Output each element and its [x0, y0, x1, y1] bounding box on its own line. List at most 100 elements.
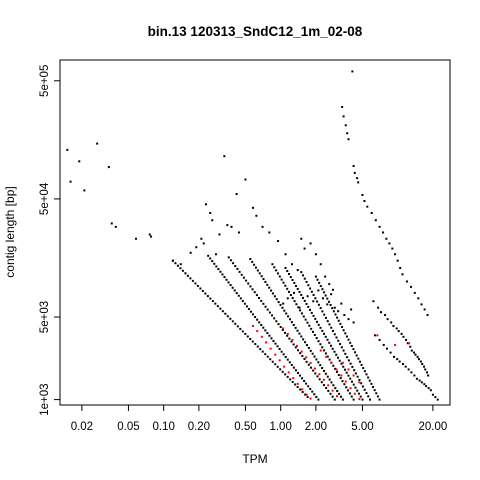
data-point — [281, 328, 284, 331]
data-point — [292, 323, 295, 326]
data-point — [284, 373, 287, 376]
data-point — [396, 259, 399, 262]
data-point — [226, 315, 229, 318]
data-point — [286, 334, 289, 337]
data-point — [335, 370, 338, 373]
data-point — [359, 395, 362, 398]
data-point — [338, 359, 341, 362]
data-point — [352, 398, 355, 401]
data-point — [273, 295, 276, 298]
data-point — [314, 297, 317, 300]
data-point — [325, 386, 328, 389]
data-point — [309, 308, 311, 311]
data-point — [377, 306, 380, 309]
data-point — [290, 321, 293, 324]
data-point — [289, 378, 292, 381]
data-point — [361, 398, 364, 401]
data-point — [243, 302, 246, 305]
data-point — [296, 385, 299, 388]
data-point — [306, 321, 309, 324]
data-point — [418, 379, 421, 382]
x-tick-label: 5.00 — [351, 421, 373, 433]
data-point — [276, 345, 279, 348]
data-point — [206, 295, 209, 298]
data-point — [305, 382, 308, 385]
data-point — [277, 323, 280, 326]
data-point — [300, 271, 303, 274]
data-point — [303, 357, 306, 360]
data-point — [283, 365, 286, 368]
y-tick-label: 1e+03 — [39, 383, 51, 415]
data-point — [341, 380, 344, 383]
data-point — [335, 353, 338, 356]
data-point — [254, 266, 257, 269]
data-point — [261, 225, 264, 228]
data-point — [309, 362, 312, 365]
data-point — [317, 361, 320, 364]
x-tick-label: 0.20 — [188, 421, 210, 433]
data-point — [268, 311, 271, 314]
data-point — [390, 321, 393, 324]
data-point — [312, 314, 315, 317]
data-point — [282, 327, 285, 330]
data-point — [322, 297, 324, 300]
data-point — [293, 281, 296, 284]
y-axis-label: contig length [bp] — [3, 186, 17, 277]
x-tick-label: 0.05 — [117, 421, 139, 433]
data-point — [286, 270, 289, 273]
data-point — [275, 269, 278, 272]
data-point — [329, 392, 332, 395]
data-point — [374, 334, 376, 337]
data-point — [288, 337, 291, 340]
data-point — [339, 343, 342, 346]
data-point — [347, 359, 350, 362]
data-point — [417, 358, 420, 361]
data-point — [304, 341, 307, 344]
data-point — [421, 363, 424, 366]
data-point — [309, 287, 312, 290]
data-point — [270, 289, 273, 292]
data-point — [392, 355, 395, 358]
data-point — [356, 375, 359, 378]
data-point — [219, 270, 222, 273]
data-point — [376, 395, 379, 398]
data-point — [363, 388, 366, 391]
data-point — [352, 374, 355, 377]
data-point — [311, 390, 314, 393]
data-point — [218, 233, 221, 236]
data-point — [256, 330, 259, 333]
data-point — [337, 339, 340, 342]
data-point — [278, 348, 281, 350]
data-point — [194, 282, 197, 285]
data-point — [333, 350, 336, 353]
data-point — [339, 377, 342, 380]
data-point — [333, 398, 336, 401]
data-point — [306, 295, 309, 298]
data-point — [303, 379, 306, 382]
data-point — [217, 268, 220, 271]
data-point — [239, 297, 242, 300]
data-point — [299, 388, 302, 391]
data-point — [352, 164, 355, 167]
data-point — [374, 219, 377, 222]
data-point — [110, 222, 113, 225]
data-point — [408, 342, 411, 345]
data-point — [354, 372, 357, 375]
data-point — [326, 375, 329, 378]
data-point — [318, 281, 321, 284]
data-point — [427, 387, 430, 390]
data-point — [266, 355, 269, 358]
data-point — [344, 332, 347, 335]
data-point — [233, 289, 236, 292]
data-point — [391, 247, 394, 250]
data-point — [315, 395, 318, 398]
data-point — [319, 364, 322, 367]
data-point — [294, 346, 297, 349]
data-point — [227, 256, 230, 259]
data-point — [347, 318, 350, 321]
data-point — [300, 335, 303, 338]
data-point — [346, 132, 349, 135]
data-point — [277, 301, 280, 304]
data-point — [284, 355, 287, 358]
data-point — [365, 373, 368, 376]
